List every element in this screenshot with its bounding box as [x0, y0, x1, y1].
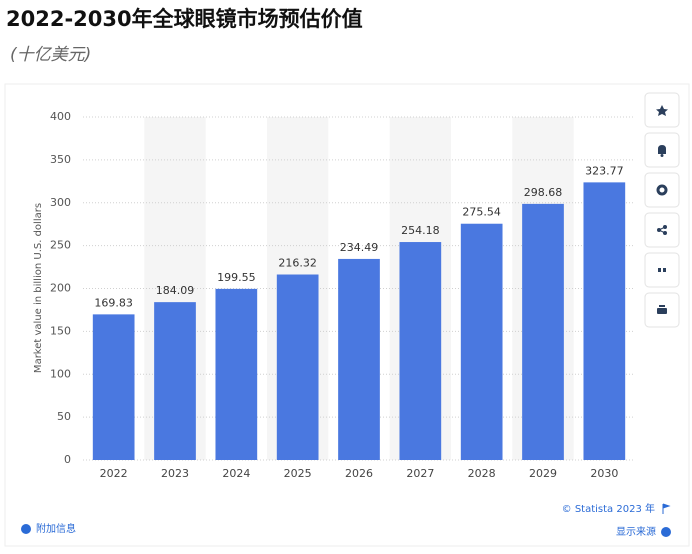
bar	[399, 242, 442, 460]
data-label: 323.77	[585, 164, 624, 177]
y-axis-label: Market value in billion U.S. dollars	[33, 203, 44, 373]
y-tick-label: 250	[50, 239, 71, 252]
data-label: 199.55	[217, 271, 256, 284]
info-link[interactable]: 附加信息	[21, 522, 76, 535]
y-tick-label: 300	[50, 196, 71, 209]
y-tick-label: 150	[50, 324, 71, 337]
data-label: 184.09	[156, 284, 195, 297]
y-tick-label: 200	[50, 282, 71, 295]
chart-subtitle: (十亿美元)	[10, 45, 91, 65]
bar	[583, 182, 626, 460]
bar	[338, 258, 380, 460]
y-tick-label: 50	[57, 410, 71, 423]
alert-button[interactable]	[644, 132, 680, 168]
y-tick-label: 350	[50, 153, 71, 166]
x-tick-label: 2022	[100, 467, 128, 480]
bar	[154, 302, 196, 460]
data-label: 216.32	[278, 257, 317, 270]
y-tick-label: 0	[64, 453, 71, 466]
data-label: 298.68	[524, 186, 563, 199]
x-tick-label: 2029	[529, 467, 557, 480]
x-tick-label: 2027	[406, 467, 434, 480]
copyright-text[interactable]: © Statista 2023 年	[562, 502, 655, 515]
x-tick-label: 2030	[590, 467, 618, 480]
data-label: 254.18	[401, 224, 440, 237]
data-label: 234.49	[340, 241, 379, 254]
x-tick-label: 2026	[345, 467, 373, 480]
bar	[276, 274, 319, 460]
star-button[interactable]	[644, 92, 680, 128]
bar	[92, 314, 135, 460]
copyright[interactable]: © Statista 2023 年	[562, 502, 671, 515]
data-label: 169.83	[94, 296, 133, 309]
source-text[interactable]: 显示来源	[616, 525, 656, 538]
print-button[interactable]	[644, 292, 680, 328]
bar	[215, 288, 258, 460]
chart-title: 2022-2030年全球眼镜市场预估价值	[6, 7, 363, 31]
source-link[interactable]: 显示来源	[616, 525, 671, 538]
data-label: 275.54	[462, 206, 501, 219]
settings-button[interactable]	[644, 172, 680, 208]
info-text[interactable]: 附加信息	[36, 522, 76, 535]
bar	[460, 223, 503, 460]
x-tick-label: 2028	[468, 467, 496, 480]
y-tick-label: 400	[50, 110, 71, 123]
cite-button[interactable]	[644, 252, 680, 288]
share-button[interactable]	[644, 212, 680, 248]
bar	[522, 203, 564, 460]
x-tick-label: 2023	[161, 467, 189, 480]
y-tick-label: 100	[50, 367, 71, 380]
plot-area: 0 50 100 150 200 250 300 350 400 2022 169.83 2023 18…	[50, 110, 635, 480]
x-tick-label: 2025	[284, 467, 312, 480]
x-tick-label: 2024	[222, 467, 250, 480]
